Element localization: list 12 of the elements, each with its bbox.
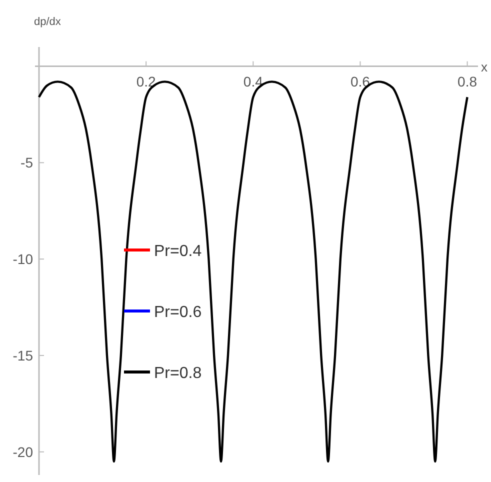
y-tick-label: -15	[12, 347, 34, 364]
y-axis-title: dp/dx	[34, 16, 62, 28]
legend-label: Pr=0.6	[154, 304, 202, 321]
x-tick-label: 0.4	[243, 73, 264, 90]
x-axis-title: x	[481, 59, 488, 74]
legend-label: Pr=0.4	[154, 243, 202, 260]
y-tick-label: -10	[12, 251, 34, 268]
y-tick-label: -5	[20, 154, 34, 171]
legend-label: Pr=0.8	[154, 365, 202, 382]
y-tick-label: -20	[12, 444, 34, 460]
x-tick-label: 0.8	[458, 73, 478, 90]
x-tick-label: 0.2	[136, 73, 156, 90]
